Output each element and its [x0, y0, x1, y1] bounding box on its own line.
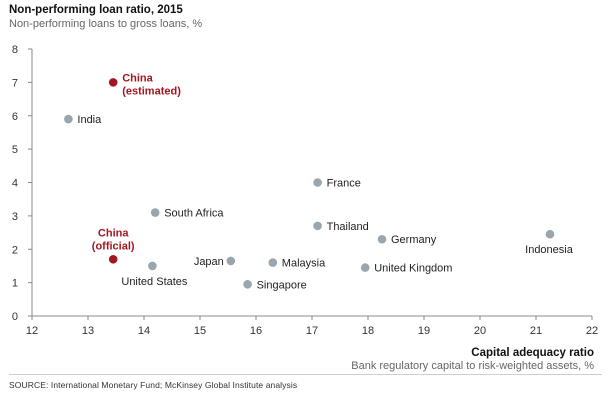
- x-tick-label: 20: [474, 325, 486, 337]
- y-tick-label: 2: [12, 244, 18, 256]
- y-tick-label: 6: [12, 111, 18, 123]
- point-germany: [377, 234, 387, 244]
- x-tick-label: 16: [250, 325, 262, 337]
- point-united-states: [148, 261, 157, 271]
- point-label-south-africa: South Africa: [164, 208, 224, 220]
- x-tick-label: 13: [82, 325, 94, 337]
- point-label-china-official: China (official): [92, 227, 135, 252]
- point-label-india: India: [77, 114, 102, 126]
- y-tick-label: 3: [12, 211, 18, 223]
- y-tick-label: 8: [12, 44, 18, 56]
- x-axis-title: Capital adequacy ratio: [471, 347, 594, 359]
- point-label-thailand: Thailand: [327, 221, 369, 233]
- point-label-united-kingdom: United Kingdom: [374, 263, 452, 275]
- point-france: [313, 178, 322, 187]
- point-label-united-states: United States: [121, 276, 188, 288]
- point-label-germany: Germany: [391, 234, 437, 246]
- source-divider: [9, 374, 602, 375]
- y-tick-label: 1: [12, 278, 18, 290]
- point-united-kingdom: [360, 263, 370, 272]
- source-note: SOURCE: International Monetary Fund; McK…: [9, 380, 298, 390]
- x-tick-label: 19: [418, 325, 430, 337]
- x-axis-subtitle: Bank regulatory capital to risk-weighted…: [351, 360, 594, 372]
- chart-subtitle: Non-performing loans to gross loans, %: [9, 18, 203, 30]
- point-south-africa: [150, 208, 160, 217]
- point-label-malaysia: Malaysia: [282, 258, 326, 270]
- point-china-estimated: [108, 78, 118, 87]
- point-label-france: France: [327, 178, 361, 190]
- point-label-china-estimated: China (estimated): [122, 72, 181, 97]
- x-tick-label: 18: [362, 325, 374, 337]
- point-thailand: [313, 221, 322, 231]
- x-tick-label: 15: [194, 325, 206, 337]
- point-india: [64, 114, 73, 124]
- x-tick-label: 17: [306, 325, 318, 337]
- point-label-japan: Japan: [194, 256, 224, 268]
- x-tick-label: 12: [26, 325, 38, 337]
- y-tick-label: 5: [12, 144, 18, 156]
- y-tick-label: 4: [12, 178, 18, 190]
- point-singapore: [243, 279, 252, 289]
- chart-title: Non-performing loan ratio, 2015: [9, 4, 183, 16]
- x-tick-label: 22: [586, 325, 598, 337]
- y-tick-label: 7: [12, 77, 18, 89]
- point-label-singapore: Singapore: [257, 279, 307, 291]
- point-china-official: [108, 254, 118, 264]
- y-tick-label: 0: [12, 311, 18, 323]
- x-tick-label: 14: [138, 325, 150, 337]
- point-malaysia: [268, 258, 278, 267]
- point-japan: [226, 256, 236, 266]
- x-tick-label: 21: [530, 325, 542, 337]
- point-indonesia: [545, 229, 555, 239]
- point-label-indonesia: Indonesia: [525, 244, 574, 256]
